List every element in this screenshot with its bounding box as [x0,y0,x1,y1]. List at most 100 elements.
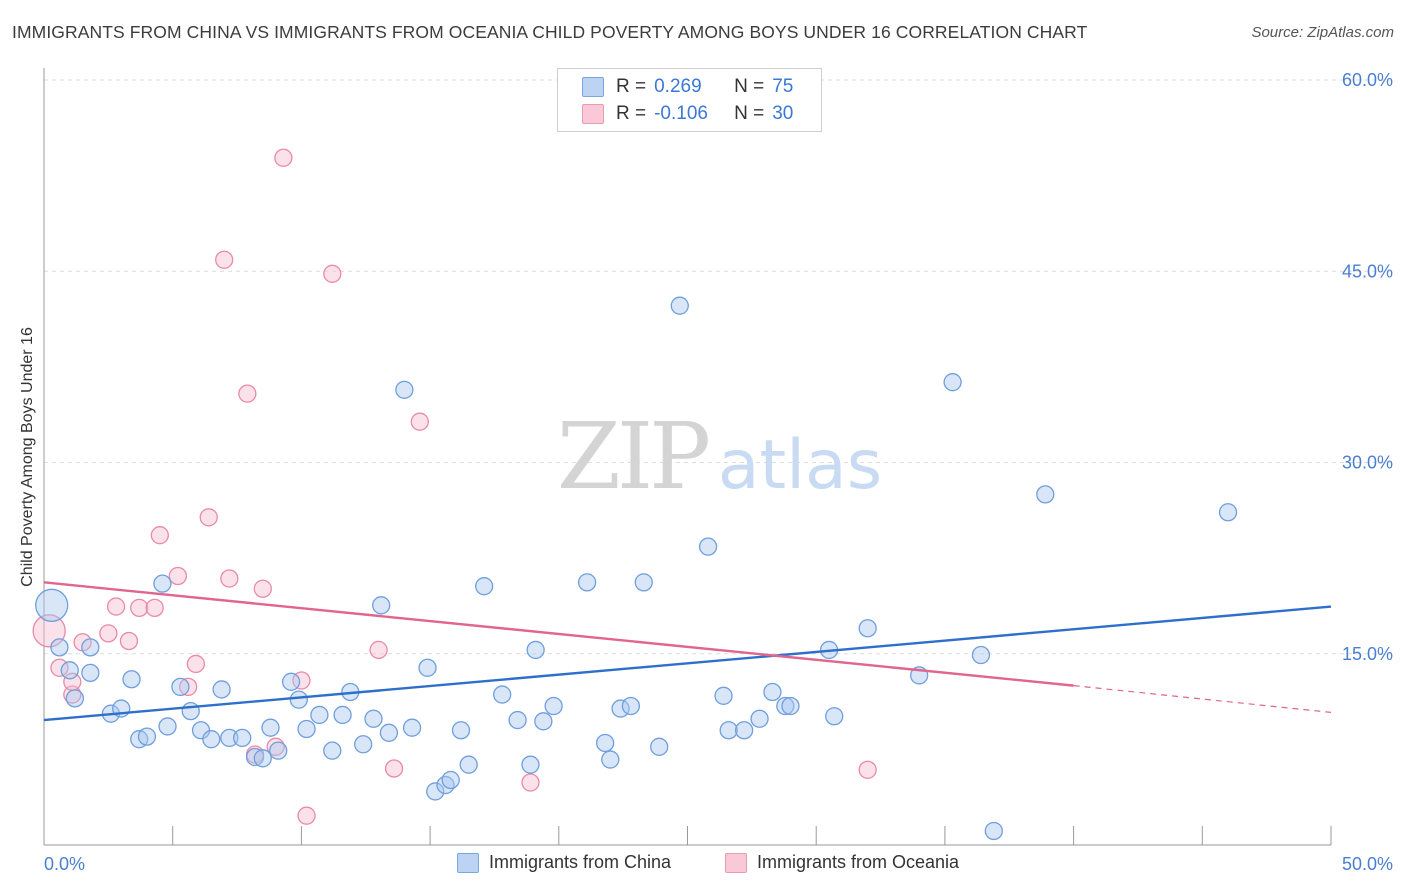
china-point [601,750,620,769]
x-tick-label-min: 0.0% [44,854,85,874]
china-point [858,619,877,638]
oceania-trend-line-extrapolated [1073,685,1332,713]
china-point [441,770,460,790]
china-point [459,755,478,774]
oceania-point [106,597,126,616]
china-point [65,689,85,708]
china-swatch [582,77,604,97]
china-point [181,701,200,721]
oceania-point [199,508,218,527]
china-point [451,721,471,740]
chart-source: Source: ZipAtlas.com [1251,24,1394,41]
china-point [364,709,383,728]
bottom-legend-china: Immigrants from China [457,852,671,873]
china-point [379,723,399,742]
oceania-point [384,759,404,778]
china-points [35,296,1238,841]
china-n-label: N = [734,76,765,97]
china-point [544,696,563,716]
china-point [534,712,553,731]
legend-row-oceania: R = -0.106 N = 30 [582,102,793,126]
china-point [60,661,79,680]
oceania-point [168,566,187,586]
china-point [354,735,373,754]
china-point [395,380,414,399]
oceania-r-label: R = [616,103,647,124]
china-point [763,682,782,702]
oceania-point [99,624,118,643]
china-point [289,690,308,709]
oceania-point [215,250,234,269]
oceania-point [253,579,272,598]
china-point [698,537,718,556]
china-point [153,574,172,593]
axes [43,68,1332,846]
china-point [50,638,69,657]
watermark-zip: ZIP [557,403,708,510]
watermark: ZIP atlas [557,403,882,510]
oceania-n-value: 30 [772,103,794,124]
oceania-point [119,631,139,651]
china-point [253,749,272,768]
correlation-legend: R = 0.269 N = 75 R = -0.106 N = 30 [557,68,822,132]
x-tick-label-max: 50.0% [1342,854,1393,874]
legend-row-china: R = 0.269 N = 75 [582,75,793,99]
china-point [508,710,527,730]
watermark-atlas: atlas [718,426,882,505]
china-point [670,296,689,315]
bottom-china-label: Immigrants from China [489,852,672,872]
china-point [577,573,597,592]
china-point [81,638,100,657]
china-point [122,670,141,689]
china-point [310,705,329,725]
oceania-point [150,526,169,545]
trend-lines [43,581,1332,722]
china-point [372,596,391,615]
oceania-point [858,760,877,779]
china-point [297,719,316,739]
oceania-point [274,148,293,167]
china-r-value: 0.269 [654,76,702,97]
oceania-point [145,598,164,617]
china-trend-line [43,605,1332,722]
china-point [621,696,641,716]
china-point [426,782,445,801]
china-point [212,680,231,699]
y-tick-label: 45.0% [1342,261,1393,281]
oceania-point [521,773,540,792]
china-point [269,741,288,760]
china-point [202,730,221,749]
china-point [719,721,738,740]
china-point [220,728,239,748]
china-point [137,727,157,746]
china-point [776,696,795,716]
china-point [781,696,800,716]
china-point [281,672,301,691]
china-point [475,577,494,596]
china-point [436,775,455,795]
china-point [1218,503,1238,522]
china-point [521,755,540,774]
oceania-point [238,384,257,403]
grid-lines [44,79,1393,655]
china-point [526,640,545,660]
y-tick-label: 30.0% [1342,453,1393,473]
bottom-oceania-label: Immigrants from Oceania [757,852,960,872]
china-point [81,663,100,683]
china-point [1036,485,1055,504]
oceania-point [410,412,429,431]
oceania-point [220,569,239,588]
china-point [35,588,69,622]
china-point [261,718,280,737]
china-point [418,658,437,677]
china-point [595,733,615,753]
oceania-point [178,677,198,697]
oceania-n-label: N = [734,103,765,124]
china-point [984,821,1003,841]
china-point [825,707,844,726]
oceania-point [297,806,316,825]
bottom-legend-oceania: Immigrants from Oceania [725,852,959,873]
china-r-label: R = [616,76,647,97]
y-tick-label: 60.0% [1342,70,1393,90]
china-point [750,709,769,728]
